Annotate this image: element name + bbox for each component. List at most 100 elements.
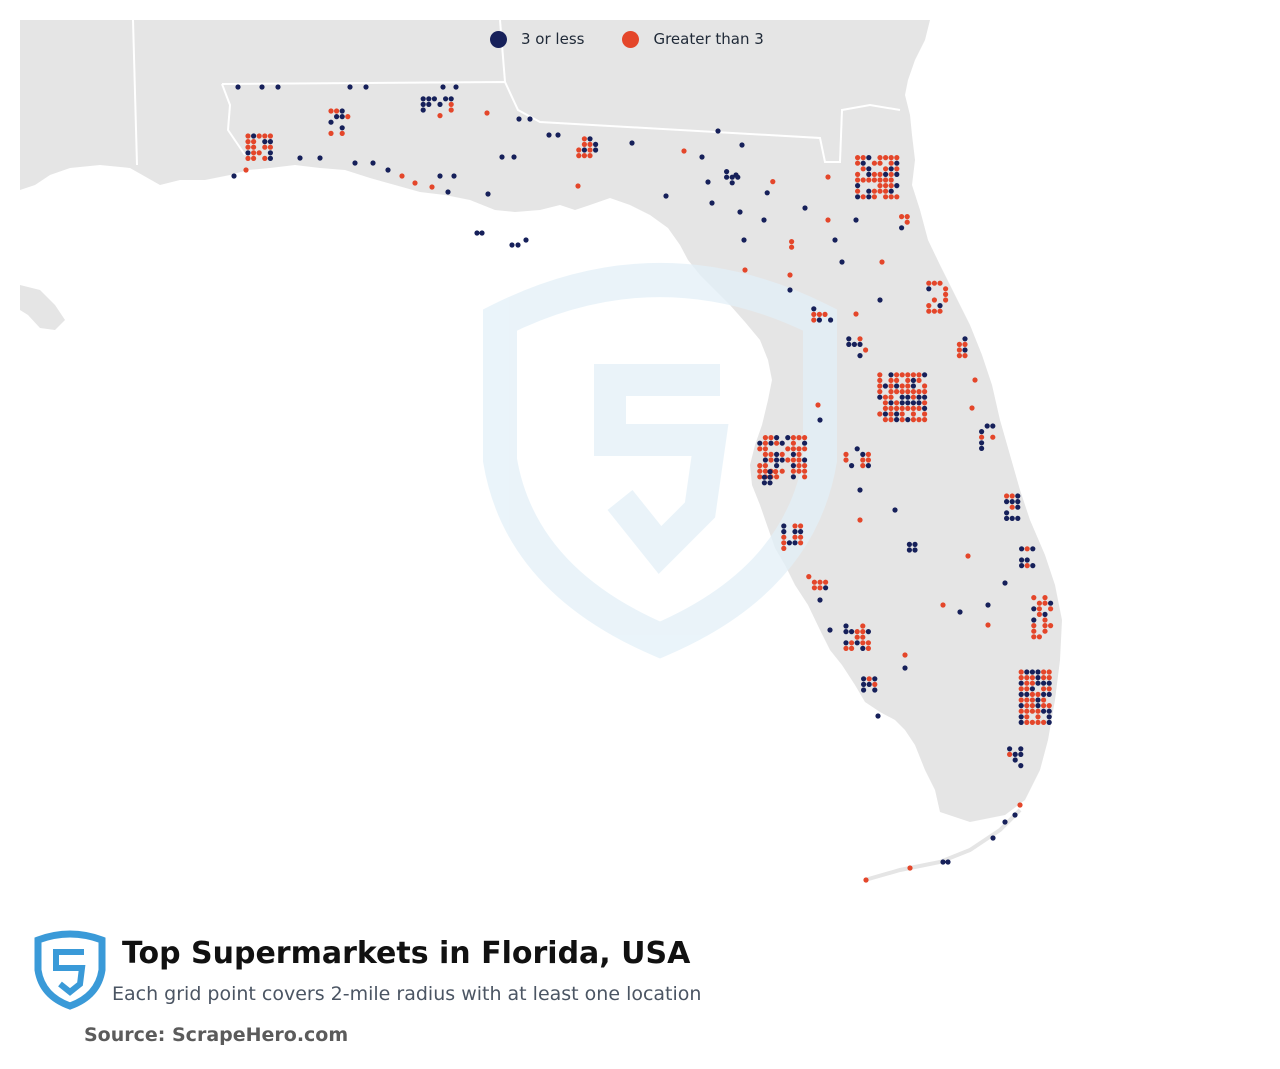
grid-point (894, 183, 900, 189)
grid-point (860, 451, 866, 457)
grid-point (815, 402, 821, 408)
grid-point (1029, 669, 1035, 675)
grid-point (979, 440, 985, 446)
grid-point (785, 457, 791, 463)
land-delta (20, 285, 65, 330)
grid-point (262, 133, 268, 139)
grid-point (937, 280, 943, 286)
grid-point (1018, 751, 1024, 758)
grid-point (860, 194, 866, 200)
page-title: Top Supermarkets in Florida, USA (122, 936, 691, 971)
grid-point (865, 629, 872, 635)
grid-point (267, 133, 273, 139)
grid-point (768, 440, 774, 446)
scrapehero-shield-logo-icon (34, 930, 106, 1010)
grid-point (854, 446, 860, 452)
grid-point (905, 372, 911, 378)
grid-point (943, 286, 949, 292)
grid-point (922, 389, 928, 395)
grid-point (853, 311, 859, 317)
grid-point (757, 474, 763, 480)
grid-point (267, 155, 273, 161)
grid-point (1048, 623, 1054, 629)
grid-point (883, 155, 889, 161)
grid-point (1018, 708, 1024, 714)
grid-point (866, 177, 872, 183)
grid-point (1035, 697, 1041, 703)
grid-point (872, 676, 878, 682)
grid-point (796, 446, 802, 452)
grid-point (527, 116, 533, 122)
grid-point (764, 190, 770, 196)
grid-point (926, 303, 932, 309)
grid-point (899, 225, 905, 231)
grid-point (798, 529, 804, 535)
grid-point (894, 160, 900, 166)
grid-point (846, 341, 852, 347)
grid-point (251, 144, 257, 150)
grid-point (448, 96, 454, 102)
grid-point (484, 110, 490, 116)
grid-point (943, 291, 949, 297)
grid-point (251, 150, 257, 156)
grid-point (790, 474, 797, 480)
grid-point (888, 171, 894, 177)
grid-point (823, 585, 829, 591)
grid-point (345, 114, 351, 120)
grid-point (474, 230, 480, 236)
grid-point (892, 507, 898, 513)
grid-point (922, 372, 928, 378)
grid-point (761, 480, 768, 486)
grid-point (916, 417, 922, 423)
state-border (221, 80, 901, 163)
grid-point (926, 308, 932, 314)
grid-point (817, 597, 823, 603)
grid-point (479, 230, 485, 236)
grid-point (1012, 751, 1018, 758)
grid-point (855, 194, 861, 200)
grid-point (860, 634, 866, 640)
legend-swatch-high (622, 30, 640, 48)
grid-point (790, 468, 797, 474)
grid-point (861, 681, 867, 688)
grid-point (899, 400, 905, 406)
grid-point (894, 194, 900, 200)
grid-point (910, 400, 917, 406)
grid-point (1029, 680, 1035, 686)
grid-point (1024, 714, 1030, 720)
grid-point (877, 188, 883, 194)
grid-point (1002, 819, 1008, 825)
grid-point (385, 167, 391, 173)
grid-point (774, 474, 780, 480)
grid-point (370, 160, 376, 166)
grid-point (1030, 546, 1036, 552)
grid-point (888, 383, 894, 389)
grid-point (922, 417, 928, 423)
grid-point (724, 169, 730, 175)
grid-point (1035, 669, 1041, 675)
grid-point (872, 687, 878, 693)
grid-points-layer (231, 84, 1054, 883)
grid-point (888, 372, 894, 378)
grid-point (926, 280, 932, 286)
grid-point (757, 463, 763, 469)
grid-point (1036, 600, 1042, 606)
grid-point (729, 174, 735, 180)
grid-point (352, 160, 358, 166)
grid-point (857, 487, 863, 493)
grid-point (762, 440, 769, 446)
grid-point (523, 237, 529, 243)
legend-swatch-low (490, 30, 507, 48)
grid-point (802, 435, 808, 441)
grid-point (865, 645, 872, 652)
grid-point (985, 622, 991, 628)
grid-point (1024, 546, 1030, 552)
grid-point (762, 457, 769, 463)
grid-point (515, 242, 521, 248)
grid-point (802, 446, 808, 452)
grid-point (894, 372, 900, 378)
grid-point (985, 602, 991, 608)
grid-point (1024, 708, 1030, 714)
grid-point (1018, 763, 1024, 769)
grid-point (587, 136, 593, 142)
